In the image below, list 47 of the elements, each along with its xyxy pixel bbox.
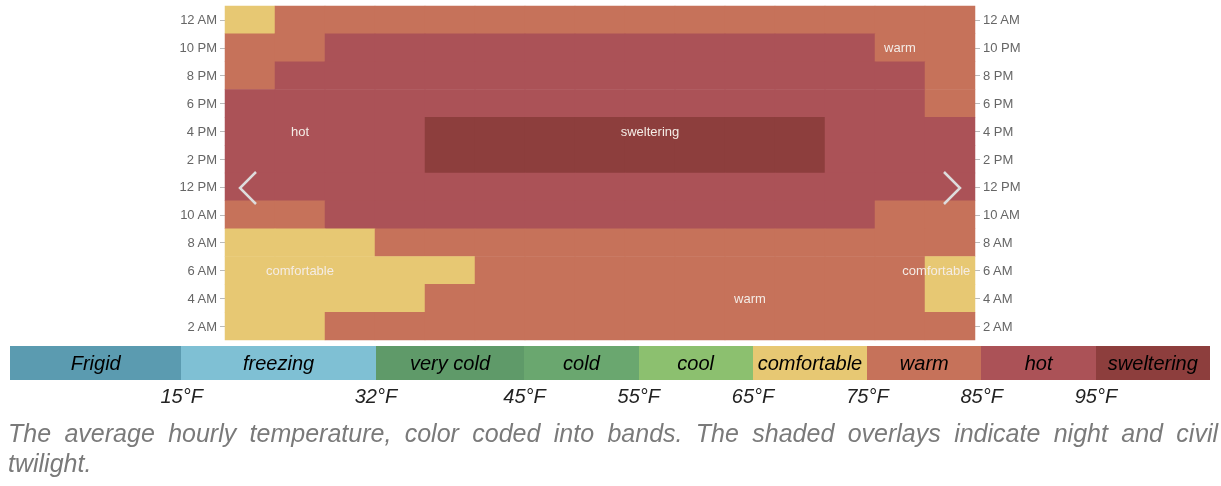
y2-tick-label: 10 AM	[983, 207, 1020, 223]
color-bar-label: 95°F	[1074, 384, 1118, 408]
text: Frigid	[10, 346, 182, 380]
y-tick-label: 12 AM	[180, 12, 217, 28]
y2-tick-label: 8 AM	[983, 235, 1013, 251]
y2-tick-label: 4 PM	[983, 123, 1014, 139]
color-bar-label: 75°F	[846, 384, 889, 408]
y2-tick-label: 6 PM	[983, 95, 1014, 111]
y-tick-label: 6 PM	[186, 95, 217, 111]
data-label: warm	[733, 290, 766, 306]
y2-tick-label: 10 PM	[983, 40, 1021, 56]
y-tick-label: 2 PM	[186, 151, 217, 167]
text: sweltering	[1095, 346, 1210, 380]
color-bar-label: 45°F	[503, 384, 546, 408]
y-tick-label: 10 AM	[180, 207, 217, 223]
y-tick-label: 6 AM	[187, 262, 217, 278]
text: The average hourly temperature, color coded into bands. The shaded overlays indicate night and civil twilight.	[8, 418, 1218, 478]
y2-tick-label: 2 AM	[983, 318, 1013, 334]
y-tick-label: 4 AM	[187, 290, 217, 306]
y-tick-label: 4 PM	[186, 123, 217, 139]
y2-tick-label: 8 PM	[983, 68, 1014, 84]
color-bar-label: 32°F	[354, 384, 398, 408]
y-tick-label: 12 PM	[179, 179, 217, 195]
text: hot	[981, 346, 1096, 380]
y2-tick-label: 12 PM	[983, 179, 1021, 195]
color-bar-label: 85°F	[960, 384, 1003, 408]
data-label: hot	[290, 123, 310, 139]
y-tick-label: 10 PM	[179, 40, 217, 56]
text: freezing	[181, 346, 376, 380]
text: cold	[524, 346, 639, 380]
y-tick-label: 2 AM	[187, 318, 217, 334]
data-label: sweltering	[620, 123, 680, 139]
y-tick-label: 8 AM	[187, 235, 217, 251]
text: very cold	[375, 346, 525, 380]
y2-tick-label: 12 AM	[983, 12, 1020, 28]
text: cool	[638, 346, 753, 380]
y-tick-label: 8 PM	[186, 68, 217, 84]
color-bar-label: 15°F	[160, 384, 203, 408]
data-label: comfortable	[266, 262, 334, 278]
data-label: warm	[883, 40, 916, 56]
y2-tick-label: 6 AM	[983, 262, 1013, 278]
color-bar-label: 65°F	[731, 384, 775, 408]
y2-tick-label: 2 PM	[983, 151, 1014, 167]
y2-tick-label: 4 AM	[983, 290, 1013, 306]
text: comfortable	[752, 346, 868, 380]
text: warm	[867, 346, 982, 380]
color-bar-label: 55°F	[617, 384, 661, 408]
